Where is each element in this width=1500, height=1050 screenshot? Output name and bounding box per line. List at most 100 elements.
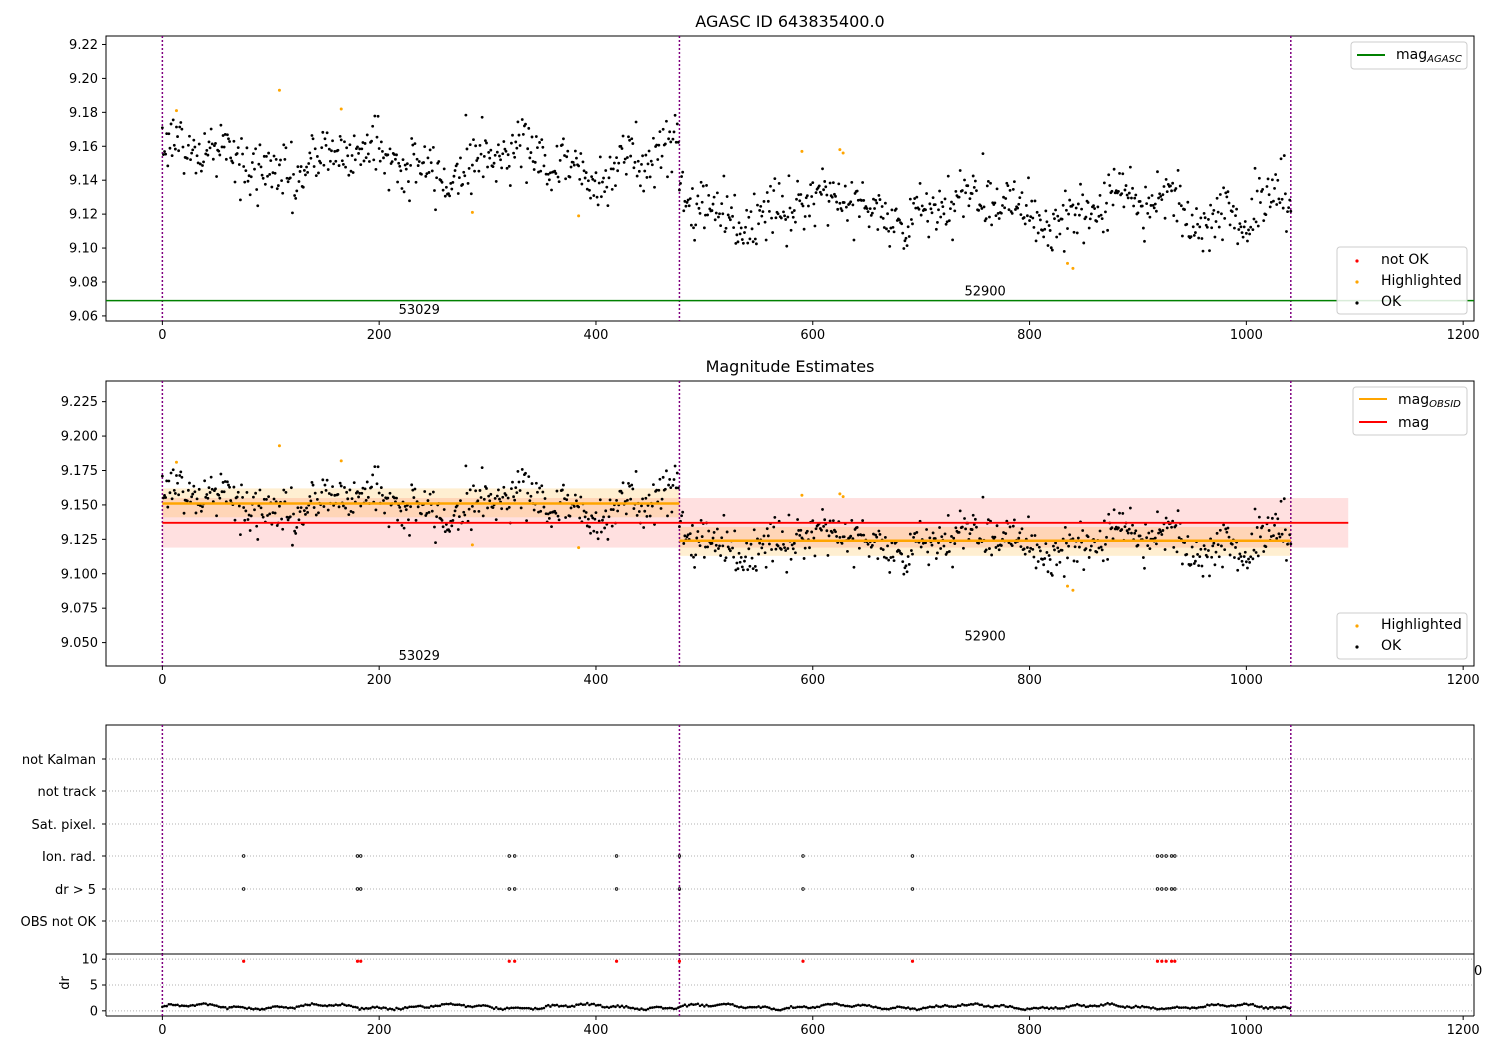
ok-point — [789, 557, 793, 561]
ok-point — [1138, 199, 1142, 203]
ok-point — [1218, 193, 1222, 196]
ok-point — [313, 491, 317, 495]
ok-point — [569, 165, 573, 169]
ok-point — [720, 536, 724, 540]
dr-point — [408, 1005, 411, 1009]
ok-point — [870, 543, 874, 547]
ok-point — [255, 524, 259, 528]
dr-point — [1266, 1007, 1270, 1010]
ok-point — [693, 238, 697, 242]
dr-point — [982, 1005, 986, 1008]
dr-point — [802, 1005, 806, 1008]
dr-point — [976, 1002, 979, 1005]
dr-point — [585, 1001, 589, 1005]
highlighted-point — [800, 149, 804, 153]
ok-point — [428, 492, 432, 496]
ok-point — [1164, 177, 1168, 181]
ok-point — [757, 552, 760, 556]
ok-point — [456, 192, 460, 195]
ok-point — [489, 148, 493, 152]
dr-point — [523, 1006, 526, 1010]
ok-point — [370, 139, 373, 143]
dr-point — [197, 1002, 201, 1006]
ok-point — [1079, 182, 1082, 186]
ok-point — [1288, 533, 1292, 537]
ok-point — [1101, 230, 1105, 234]
dr-point — [707, 1004, 711, 1008]
ok-point — [696, 530, 700, 533]
ok-point — [1280, 532, 1284, 536]
ok-point — [529, 494, 533, 498]
dr-point — [356, 1006, 359, 1009]
ok-point — [826, 224, 830, 227]
light-curve-x-tick-label: 1200 — [1447, 328, 1480, 343]
ok-point — [511, 133, 514, 137]
ok-point — [486, 506, 489, 510]
dr-x-tick-label: 0 — [158, 1023, 166, 1038]
ok-point — [285, 515, 289, 519]
ok-point — [924, 208, 927, 212]
dr-point — [763, 1005, 767, 1008]
ok-point — [1058, 560, 1062, 564]
dr-point — [1032, 1006, 1036, 1010]
ok-point — [1217, 555, 1221, 559]
dr-point — [891, 1006, 895, 1010]
ok-point — [568, 175, 572, 179]
ok-point — [679, 182, 682, 185]
dr-point — [893, 1006, 897, 1010]
dr-point — [1275, 1006, 1279, 1009]
ok-point — [773, 177, 777, 181]
ok-point — [1073, 545, 1077, 549]
ok-point — [491, 506, 495, 510]
dr-point — [497, 1007, 500, 1011]
ok-point — [426, 156, 430, 160]
ok-point — [1148, 215, 1152, 219]
ok-point — [751, 240, 755, 244]
ok-point — [801, 204, 805, 208]
ok-point — [1273, 523, 1276, 527]
ok-point — [1209, 203, 1212, 207]
ok-point — [1033, 534, 1037, 537]
ok-point — [245, 146, 249, 150]
ok-point — [1275, 537, 1279, 540]
ok-point — [1216, 210, 1220, 214]
ok-point — [497, 143, 500, 147]
ok-point — [1076, 202, 1080, 206]
ok-point — [1275, 203, 1279, 206]
ok-point — [931, 531, 935, 535]
ok-point — [869, 213, 873, 217]
ok-point — [934, 227, 938, 231]
ok-point — [476, 499, 480, 503]
ok-point — [266, 514, 269, 517]
ok-point — [507, 505, 511, 509]
dr-point — [987, 1004, 990, 1008]
ok-point — [392, 153, 396, 156]
ok-point — [210, 487, 214, 491]
dr-point — [1132, 1006, 1135, 1009]
dr-point — [531, 1008, 535, 1011]
dr-point — [321, 1004, 325, 1008]
ok-point — [518, 489, 522, 492]
dr-point — [846, 1004, 849, 1008]
ok-point — [1160, 198, 1164, 202]
ok-point — [364, 156, 368, 160]
ok-point — [307, 162, 311, 165]
ok-point — [1118, 171, 1121, 175]
ok-point — [879, 215, 883, 219]
ok-point — [928, 202, 932, 206]
ok-point — [1183, 208, 1186, 211]
ok-point — [676, 486, 680, 490]
dr-point — [581, 1003, 585, 1006]
ok-point — [783, 214, 786, 218]
dr-point — [210, 1003, 214, 1006]
ok-point — [743, 559, 746, 563]
ok-point — [1283, 528, 1287, 532]
ok-point — [648, 175, 652, 179]
dr-point — [373, 1006, 377, 1009]
ok-point — [761, 210, 765, 214]
dr-flag-point — [507, 959, 511, 963]
dr-point — [1084, 1005, 1088, 1009]
ok-point — [340, 159, 344, 163]
ok-point — [682, 209, 686, 213]
